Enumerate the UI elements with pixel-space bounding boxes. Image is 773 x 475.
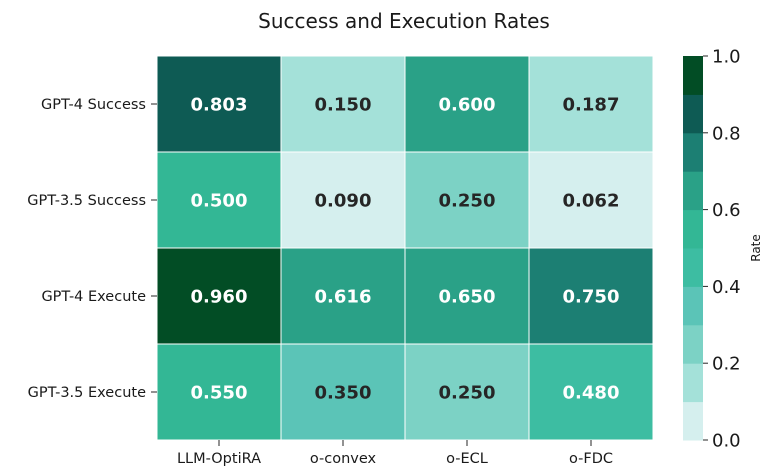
colorbar-tick-label: 0.6: [712, 200, 741, 221]
cell-value-label: 0.090: [315, 191, 372, 212]
column-label: o-FDC: [569, 451, 613, 467]
colorbar-label: Rate: [749, 234, 763, 262]
heatmap-cell: [156, 343, 282, 441]
colorbar-segment: [683, 171, 703, 211]
heatmap-cell: [280, 343, 406, 441]
heatmap-cell: [156, 55, 282, 153]
column-labels: LLM-OptiRA o-convex o-ECL o-FDC: [177, 440, 613, 467]
row-label: GPT-4 Execute: [41, 289, 146, 305]
colorbar-segment: [683, 56, 703, 95]
row-label: GPT-3.5 Success: [27, 193, 146, 209]
colorbar-segment: [683, 209, 703, 249]
chart-title: Success and Execution Rates: [258, 9, 550, 33]
colorbar-segment: [683, 324, 703, 364]
cell-value-label: 0.750: [563, 287, 620, 308]
cell-value-label: 0.250: [439, 383, 496, 404]
column-label: o-convex: [310, 451, 377, 467]
heatmap-cell: [156, 151, 282, 249]
cell-value-label: 0.062: [563, 191, 620, 212]
heatmap-cell: [404, 343, 530, 441]
heatmap-cell: [280, 247, 406, 345]
cell-value-label: 0.600: [439, 95, 496, 116]
heatmap-cell: [280, 55, 406, 153]
cell-value-label: 0.500: [191, 191, 248, 212]
colorbar-tick-label: 0.8: [712, 123, 741, 144]
heatmap-cell: [528, 55, 654, 153]
heatmap-cell: [404, 55, 530, 153]
row-label: GPT-4 Success: [41, 97, 146, 113]
heatmap-cells: 0.803 0.150 0.600 0.187 0.500 0.090 0.250 0.062…: [156, 55, 654, 441]
colorbar-segment: [683, 132, 703, 172]
cell-value-label: 0.350: [315, 383, 372, 404]
cell-value-label: 0.187: [563, 95, 620, 116]
colorbar-segment: [683, 286, 703, 326]
cell-value-label: 0.150: [315, 95, 372, 116]
cell-value-label: 0.616: [315, 287, 372, 308]
row-labels: GPT-4 Success GPT-3.5 Success GPT-4 Execut…: [27, 97, 157, 401]
colorbar-tick-label: 0.2: [712, 354, 741, 375]
colorbar-segment: [683, 363, 703, 403]
cell-value-label: 0.803: [191, 95, 248, 116]
colorbar-tick-label: 1.0: [712, 47, 741, 68]
heatmap-cell: [528, 151, 654, 249]
cell-value-label: 0.250: [439, 191, 496, 212]
colorbar-tick-label: 0.0: [712, 431, 741, 452]
column-label: LLM-OptiRA: [177, 451, 261, 467]
heatmap-cell: [528, 343, 654, 441]
colorbar-tick-label: 0.4: [712, 277, 741, 298]
cell-value-label: 0.550: [191, 383, 248, 404]
colorbar-segment: [683, 248, 703, 287]
row-label: GPT-3.5 Execute: [28, 385, 146, 401]
heatmap-cell: [280, 151, 406, 249]
cell-value-label: 0.960: [191, 287, 248, 308]
heatmap-cell: [528, 247, 654, 345]
colorbar: 0.0 0.2 0.4 0.6 0.8 1.0: [683, 47, 741, 452]
column-label: o-ECL: [446, 451, 488, 467]
colorbar-segment: [683, 401, 703, 441]
colorbar-segment: [683, 94, 703, 134]
cell-value-label: 0.480: [563, 383, 620, 404]
cell-value-label: 0.650: [439, 287, 496, 308]
